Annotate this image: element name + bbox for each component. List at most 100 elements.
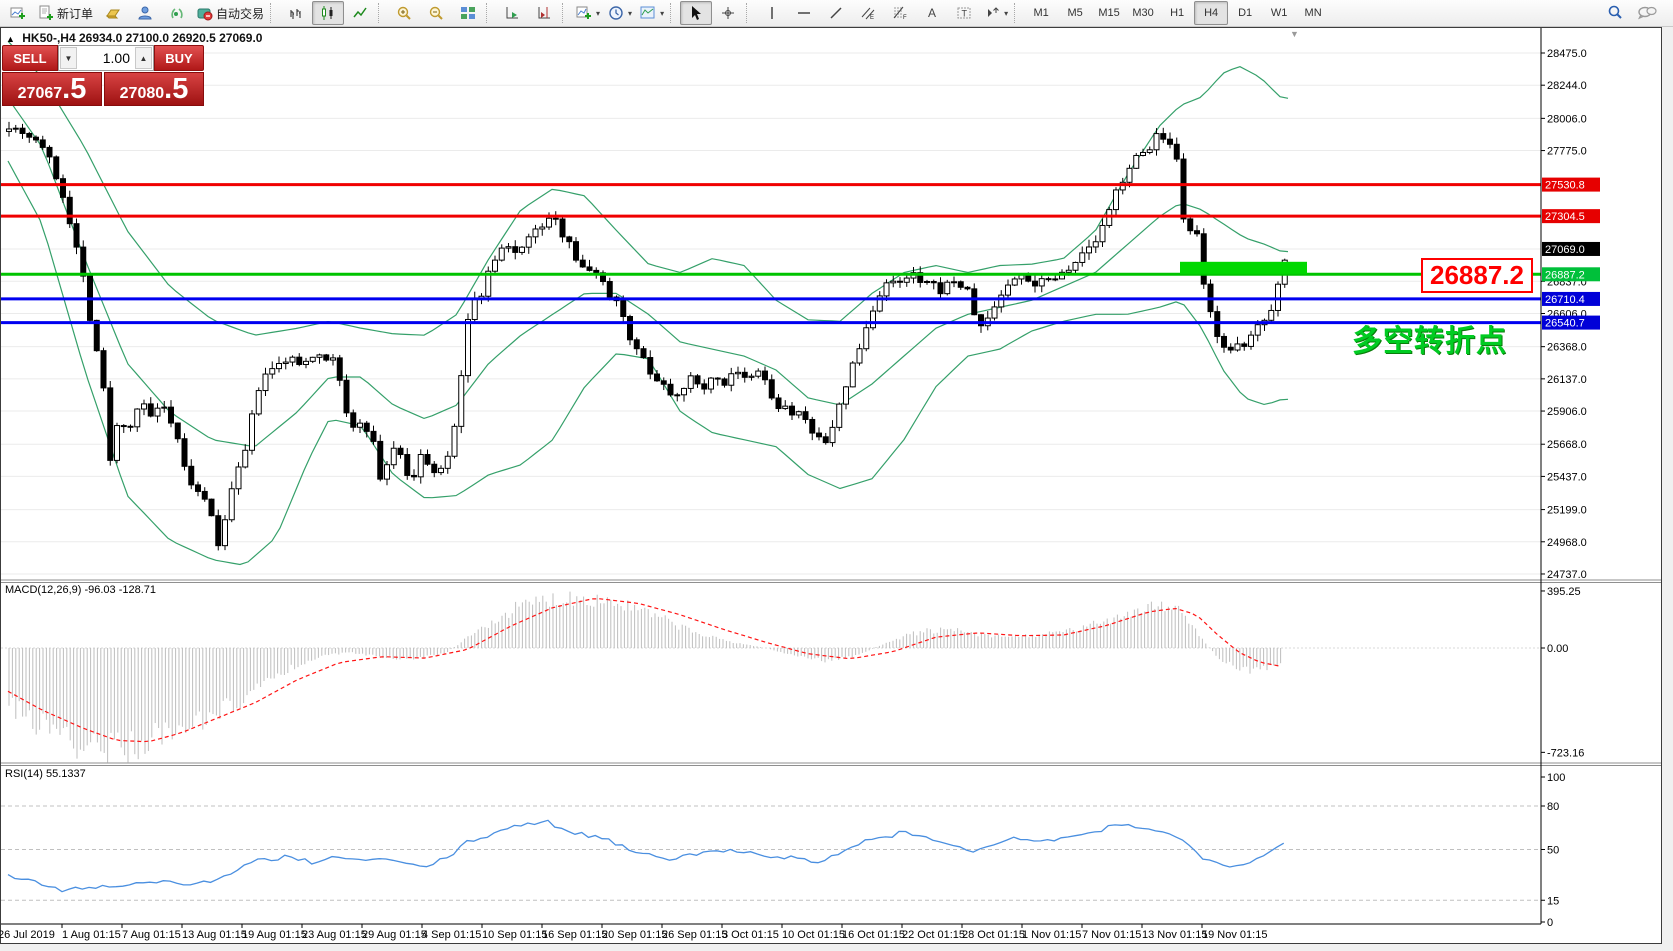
toolbar-grip xyxy=(378,3,386,23)
svg-text:24737.0: 24737.0 xyxy=(1547,569,1587,581)
timeframe-h1-button[interactable]: H1 xyxy=(1170,7,1185,19)
timeframe-m5-button[interactable]: M5 xyxy=(1067,7,1083,19)
volume-field[interactable]: 1.00 xyxy=(102,50,130,66)
cursor-button[interactable] xyxy=(680,1,713,25)
timeframe-w1-button[interactable]: W1 xyxy=(1270,7,1288,19)
vertical-line-icon xyxy=(764,5,780,21)
new-chart-button[interactable] xyxy=(2,1,34,25)
vertical-line-button[interactable] xyxy=(756,1,788,25)
timeframe-m1-button[interactable]: M1 xyxy=(1033,7,1049,19)
svg-text:27530.8: 27530.8 xyxy=(1545,180,1585,192)
horizontal-level-lines[interactable] xyxy=(1,183,1541,325)
time-axis-label: 29 Aug 01:15 xyxy=(362,929,427,941)
channel-button[interactable]: E xyxy=(852,1,884,25)
timeframe-d1-button[interactable]: D1 xyxy=(1238,7,1253,19)
tile-windows-button[interactable] xyxy=(452,1,484,25)
auto-scroll-icon xyxy=(504,5,520,21)
svg-text:395.25: 395.25 xyxy=(1547,586,1581,598)
svg-text:0: 0 xyxy=(1547,917,1553,929)
chevron-down-icon: ▾ xyxy=(1004,8,1009,18)
svg-text:26137.0: 26137.0 xyxy=(1547,374,1587,386)
sell-price-display[interactable]: 27067.5 xyxy=(2,72,102,106)
turning-point-annotation[interactable]: 多空转折点 xyxy=(1352,325,1507,358)
time-axis-label: 13 Nov 01:15 xyxy=(1142,929,1207,941)
svg-text:50: 50 xyxy=(1547,845,1559,857)
sell-price-frac: .5 xyxy=(62,73,87,105)
price-axis[interactable]: 28475.028244.028006.027775.026837.026606… xyxy=(1,28,1587,929)
time-axis-label: 16 Oct 01:15 xyxy=(842,929,905,941)
time-axis[interactable]: 26 Jul 2019 1 Aug 01:15 7 Aug 01:15 13 Aug … xyxy=(0,924,1267,941)
chart-shift-button[interactable] xyxy=(528,1,560,25)
search-button[interactable] xyxy=(1599,1,1631,25)
sell-button[interactable]: SELL xyxy=(2,45,58,71)
time-axis-label: 10 Oct 01:15 xyxy=(782,929,845,941)
ohlc-values: 26934.0 27100.0 26920.5 27069.0 xyxy=(78,31,263,45)
periods-button[interactable]: ▾ xyxy=(604,1,636,25)
trendline-icon xyxy=(828,5,844,21)
svg-text:A: A xyxy=(928,6,936,20)
highlight-zone[interactable] xyxy=(1180,261,1307,274)
macd-histogram xyxy=(8,591,1282,763)
candlestick-chart-button[interactable] xyxy=(312,1,345,25)
new-order-button[interactable]: 新订单 xyxy=(34,1,97,25)
svg-text:80: 80 xyxy=(1547,801,1559,813)
toolbar-grip xyxy=(670,3,678,23)
indicators-button[interactable]: ▾ xyxy=(572,1,604,25)
time-axis-label: 26 Jul 2019 xyxy=(0,929,55,941)
new-chart-icon xyxy=(10,5,26,21)
community-button[interactable] xyxy=(129,1,161,25)
toolbar-grip xyxy=(270,3,278,23)
bar-chart-icon xyxy=(288,5,304,21)
price-callout-box[interactable]: 26887.2 xyxy=(1421,258,1533,293)
timeframe-m30-button[interactable]: M30 xyxy=(1132,7,1154,19)
zoom-out-button[interactable] xyxy=(420,1,452,25)
macd-signal-line xyxy=(7,598,1281,743)
arrows-button[interactable]: ▾ xyxy=(980,1,1012,25)
line-chart-button[interactable] xyxy=(344,1,376,25)
label-button[interactable]: T xyxy=(948,1,980,25)
svg-text:27069.0: 27069.0 xyxy=(1545,244,1585,256)
chart-shift-marker-icon[interactable]: ▼ xyxy=(1290,29,1299,39)
autotrading-button[interactable]: 自动交易 xyxy=(193,1,268,25)
volume-decrease-button[interactable]: ▼ xyxy=(60,47,77,69)
chat-button[interactable] xyxy=(1631,1,1663,25)
templates-icon xyxy=(640,5,656,21)
bar-chart-button[interactable] xyxy=(280,1,312,25)
auto-scroll-button[interactable] xyxy=(496,1,528,25)
time-axis-label: 1 Nov 01:15 xyxy=(1022,929,1081,941)
timeframe-m15-button[interactable]: M15 xyxy=(1098,7,1120,19)
time-axis-label: 28 Oct 01:15 xyxy=(962,929,1025,941)
text-button[interactable]: A xyxy=(916,1,948,25)
buy-price-display[interactable]: 27080.5 xyxy=(104,72,204,106)
buy-button[interactable]: BUY xyxy=(154,45,204,71)
svg-text:27304.5: 27304.5 xyxy=(1545,211,1585,223)
crosshair-button[interactable] xyxy=(712,1,744,25)
time-axis-label: 23 Aug 01:15 xyxy=(302,929,367,941)
trendline-button[interactable] xyxy=(820,1,852,25)
svg-text:28244.0: 28244.0 xyxy=(1547,80,1587,92)
volume-increase-button[interactable]: ▲ xyxy=(135,47,152,69)
metaeditor-button[interactable] xyxy=(97,1,129,25)
svg-text:26710.4: 26710.4 xyxy=(1545,294,1585,306)
svg-text:100: 100 xyxy=(1547,772,1565,784)
templates-button[interactable]: ▾ xyxy=(636,1,668,25)
candlestick-chart-icon xyxy=(320,5,336,21)
fibonacci-button[interactable]: F xyxy=(884,1,916,25)
text-icon: A xyxy=(924,5,940,21)
horizontal-line-button[interactable] xyxy=(788,1,820,25)
panel-separators[interactable] xyxy=(1,579,1661,766)
zoom-in-button[interactable] xyxy=(388,1,420,25)
signals-button[interactable] xyxy=(161,1,193,25)
timeframe-h4-button[interactable]: H4 xyxy=(1194,1,1229,25)
svg-text:28475.0: 28475.0 xyxy=(1547,48,1587,60)
chart-shift-icon xyxy=(536,5,552,21)
svg-text:28006.0: 28006.0 xyxy=(1547,113,1587,125)
chart-expand-icon[interactable]: ▲ xyxy=(6,34,15,44)
time-axis-label: 20 Sep 01:15 xyxy=(602,929,667,941)
timeframe-mn-button[interactable]: MN xyxy=(1304,7,1322,19)
svg-text:T: T xyxy=(962,9,968,19)
candlesticks xyxy=(6,121,1288,551)
symbol-period-label: HK50-,H4 xyxy=(22,31,76,45)
time-axis-label: 1 Aug 01:15 xyxy=(62,929,121,941)
